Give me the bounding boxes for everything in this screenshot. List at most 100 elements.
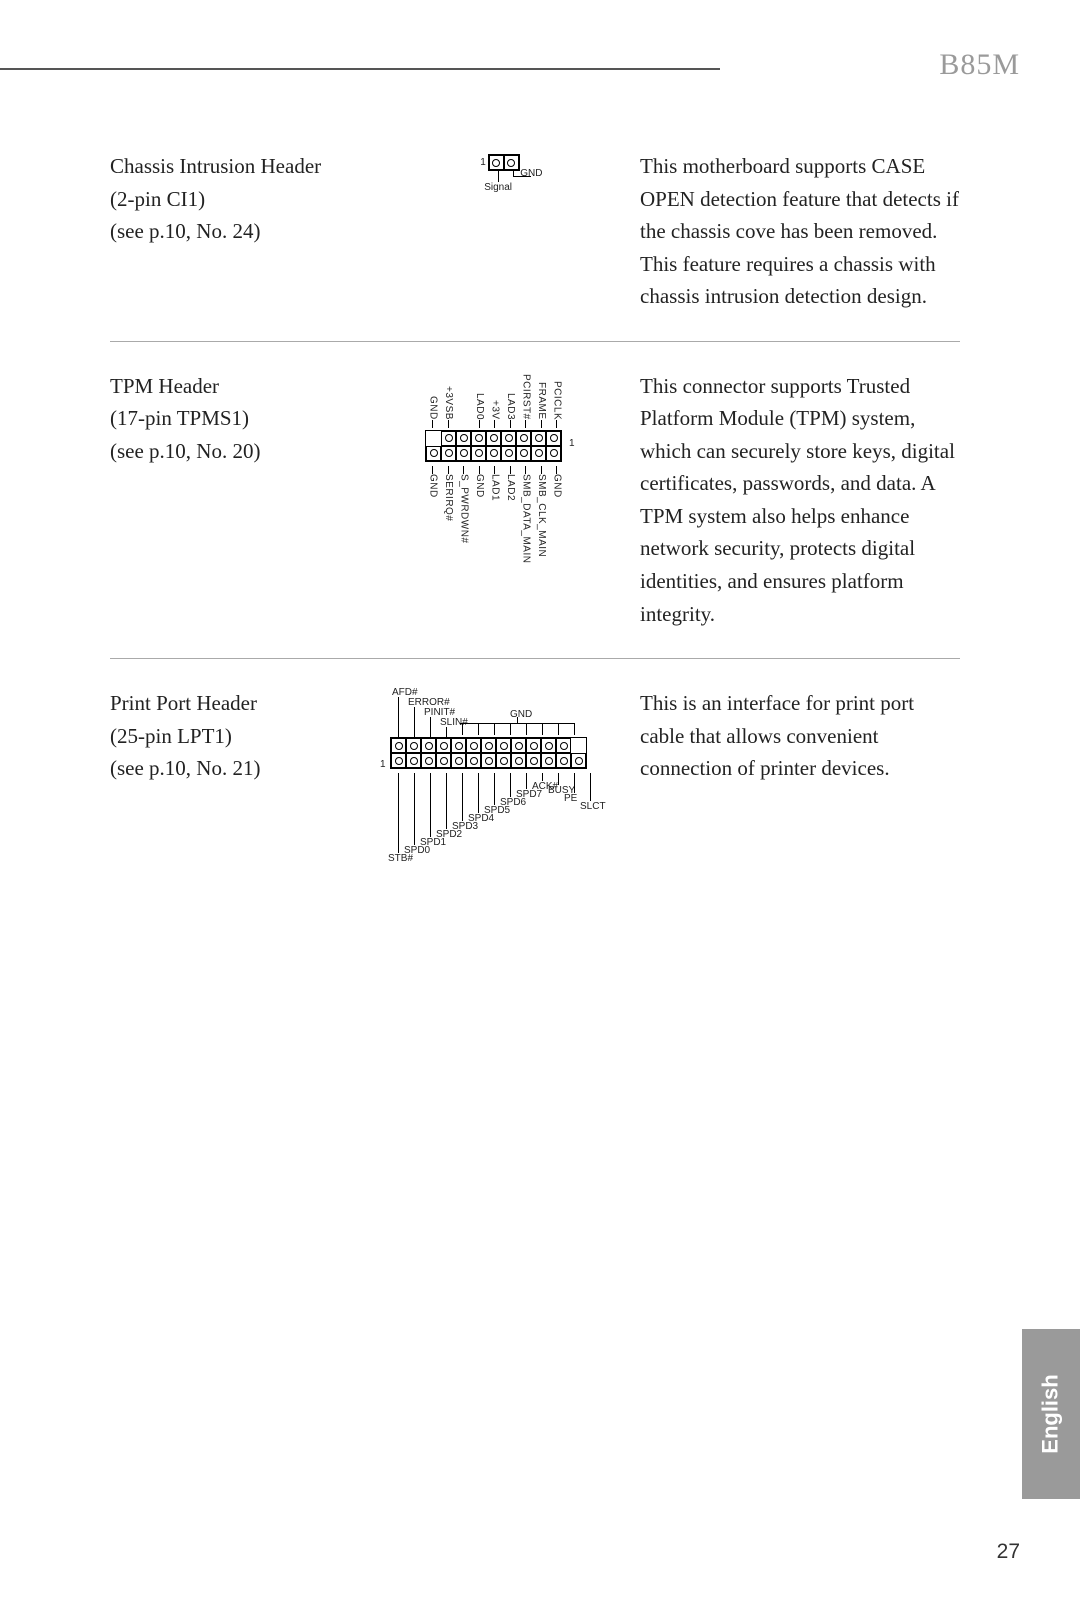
pin [556, 753, 571, 768]
pin [501, 431, 516, 446]
section-ref: (see p.10, No. 20) [110, 435, 370, 468]
section-pins: (2-pin CI1) [110, 183, 370, 216]
pin [471, 446, 486, 461]
pin [516, 431, 531, 446]
lpt-diagram: AFD#ERROR#PINIT#SLIN#GND 1 STB#SPD0SPD1S… [370, 687, 630, 887]
pin-label: GND [474, 474, 485, 498]
pin-label: S_PWRDWN# [458, 474, 469, 544]
section-tpm: TPM Header (17-pin TPMS1) (see p.10, No.… [110, 342, 960, 659]
pin-label: +3VSB [443, 386, 454, 420]
pin1-label: 1 [569, 438, 575, 449]
section-desc: This is an interface for print port cabl… [630, 687, 960, 887]
section-left: TPM Header (17-pin TPMS1) (see p.10, No.… [110, 370, 370, 630]
pin [481, 738, 496, 753]
model-label: B85M [939, 48, 1020, 82]
pin [406, 738, 421, 753]
pin [436, 738, 451, 753]
pin [526, 753, 541, 768]
pin-label: GND [427, 474, 438, 498]
ci1-diagram: 1 GND Signal [480, 154, 520, 171]
content-area: Chassis Intrusion Header (2-pin CI1) (se… [110, 150, 960, 915]
pin [391, 753, 406, 768]
pin [436, 753, 451, 768]
section-print-port: Print Port Header (25-pin LPT1) (see p.1… [110, 659, 960, 915]
tpm-diagram: GND+3VSBLAD0+3VLAD3PCIRST#FRAMEPCICLK 1 … [385, 370, 615, 610]
section-title: Print Port Header [110, 687, 370, 720]
pin [481, 753, 496, 768]
pin-label: GND [427, 396, 438, 420]
section-title: TPM Header [110, 370, 370, 403]
pin-label: LAD1 [489, 474, 500, 501]
pin-label: SERIRQ# [443, 474, 454, 521]
pin-label: PCIRST# [520, 374, 531, 420]
pin [451, 753, 466, 768]
pin-label: SMB_CLK_MAIN [536, 474, 547, 557]
pin [421, 738, 436, 753]
pin [541, 738, 556, 753]
pin [391, 738, 406, 753]
pin-label: LAD3 [505, 393, 516, 420]
pin [471, 431, 486, 446]
pin [556, 738, 571, 753]
section-diagram: 1 GND Signal [370, 150, 630, 313]
section-chassis-intrusion: Chassis Intrusion Header (2-pin CI1) (se… [110, 150, 960, 342]
pin [571, 753, 586, 768]
pin-label: LAD0 [474, 393, 485, 420]
pin [546, 431, 561, 446]
pin [496, 738, 511, 753]
pin-label: SMB_DATA_MAIN [520, 474, 531, 563]
language-tab-label: English [1038, 1374, 1064, 1453]
header-rule [0, 68, 720, 70]
pin-label: GND [510, 709, 532, 720]
pin [466, 753, 481, 768]
signal-label: Signal [484, 182, 512, 193]
pin [504, 155, 519, 170]
section-pins: (25-pin LPT1) [110, 720, 370, 753]
pin [531, 446, 546, 461]
language-tab: English [1022, 1329, 1080, 1499]
pin [501, 446, 516, 461]
section-diagram: AFD#ERROR#PINIT#SLIN#GND 1 STB#SPD0SPD1S… [370, 687, 630, 887]
pin [426, 446, 441, 461]
pin [486, 431, 501, 446]
section-desc: This connector supports Trusted Platform… [630, 370, 960, 630]
pin [511, 753, 526, 768]
tpm-box [425, 430, 562, 462]
pin [546, 446, 561, 461]
pin [511, 738, 526, 753]
pin [489, 155, 504, 170]
pin-label: PCICLK [551, 381, 562, 420]
lpt-box [390, 737, 587, 769]
pin-label: GND [551, 474, 562, 498]
pin [451, 738, 466, 753]
pin1-label: 1 [380, 759, 386, 770]
pin [441, 431, 456, 446]
pin [406, 753, 421, 768]
pin1-label: 1 [480, 157, 486, 168]
pin [541, 753, 556, 768]
pin [531, 431, 546, 446]
pin [421, 753, 436, 768]
pin-label: +3V [489, 400, 500, 420]
pin [516, 446, 531, 461]
tick [498, 170, 499, 182]
page-number: 27 [997, 1540, 1020, 1564]
tpm-top-labels: GND +3VSB LAD0 +3V LAD3 PCIRST# FRAME PCICLK [425, 370, 565, 428]
pin [456, 431, 471, 446]
section-diagram: GND+3VSBLAD0+3VLAD3PCIRST#FRAMEPCICLK 1 … [370, 370, 630, 630]
section-pins: (17-pin TPMS1) [110, 402, 370, 435]
section-title: Chassis Intrusion Header [110, 150, 370, 183]
pin [496, 753, 511, 768]
section-desc: This motherboard supports CASE OPEN dete… [630, 150, 960, 313]
pin-label: FRAME [536, 382, 547, 420]
pin [466, 738, 481, 753]
pin [526, 738, 541, 753]
pin [486, 446, 501, 461]
pin-label: LAD2 [505, 474, 516, 501]
tpm-bottom-labels: GND SERIRQ# S_PWRDWN# GND LAD1 LAD2 SMB_DATA_M… [425, 466, 565, 563]
pin-label: SLCT [580, 801, 606, 812]
section-left: Chassis Intrusion Header (2-pin CI1) (se… [110, 150, 370, 313]
ci1-pinbox [488, 154, 520, 171]
section-left: Print Port Header (25-pin LPT1) (see p.1… [110, 687, 370, 887]
pin-label: PE [564, 793, 577, 804]
